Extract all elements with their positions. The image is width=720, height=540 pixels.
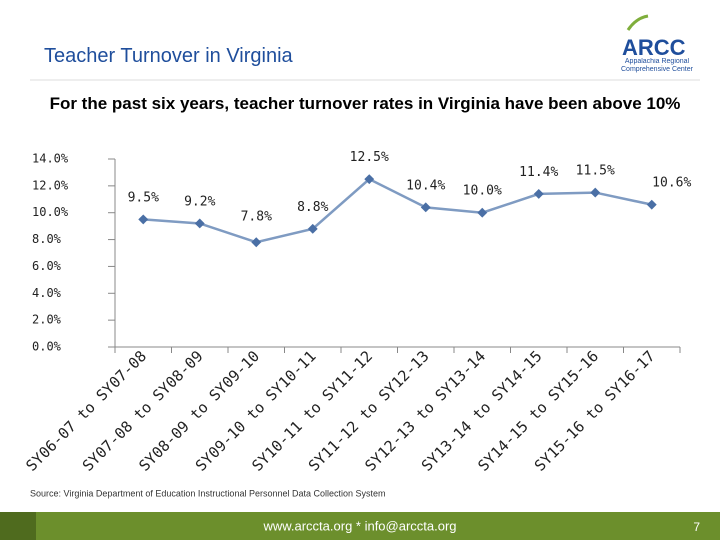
line — [143, 177, 653, 244]
marker — [307, 223, 318, 234]
y-tick-label: 14.0% — [32, 152, 69, 166]
value-label: 10.0% — [463, 184, 502, 199]
y-tick-label: 4.0% — [32, 286, 62, 300]
logo: ARCC Appalachia Regional Comprehensive C… — [621, 14, 693, 73]
value-label: 11.4% — [519, 165, 558, 180]
logo-subtitle-box: Appalachia Regional Comprehensive Center — [621, 58, 693, 73]
footer-text: www.arccta.org * info@arccta.org — [262, 518, 456, 533]
y-tick-label: 0.0% — [32, 340, 62, 354]
value-label: 7.8% — [241, 209, 272, 224]
value-label: 11.5% — [576, 164, 615, 179]
marker — [590, 187, 601, 198]
y-tick-label: 10.0% — [32, 205, 69, 219]
chart-subtitle: For the past six years, teacher turnover… — [49, 94, 681, 113]
logo-arc — [626, 14, 649, 31]
logo-text: ARCC — [622, 35, 686, 60]
value-label: 8.8% — [297, 200, 328, 215]
source: Source: Virginia Department of Education… — [30, 488, 386, 498]
value-label: 12.5% — [350, 150, 389, 165]
value-label: 9.2% — [184, 194, 215, 209]
y-tick-label: 12.0% — [32, 178, 69, 192]
subtitle-box: For the past six years, teacher turnover… — [49, 94, 681, 113]
footer-accent — [0, 512, 36, 540]
footer-bar — [0, 512, 720, 540]
marker — [646, 199, 657, 210]
plot: 0.0%2.0%4.0%6.0%8.0%10.0%12.0%14.0%SY06-… — [22, 150, 691, 475]
value-label: 10.4% — [406, 178, 445, 193]
logo-subtitle: Appalachia Regional Comprehensive Center — [621, 58, 693, 73]
marker — [138, 214, 149, 225]
marker — [194, 218, 205, 229]
marker — [533, 188, 544, 199]
y-tick-label: 2.0% — [32, 313, 62, 327]
marker — [477, 207, 488, 218]
chart-title: Teacher Turnover in Virginia — [44, 45, 294, 67]
y-tick-label: 6.0% — [32, 259, 62, 273]
marker — [420, 202, 431, 213]
marker — [251, 237, 262, 248]
page-number: 7 — [693, 520, 700, 534]
y-tick-label: 8.0% — [32, 232, 62, 246]
value-label: 9.5% — [128, 190, 159, 205]
marker — [364, 174, 375, 185]
value-label: 10.6% — [652, 176, 691, 191]
